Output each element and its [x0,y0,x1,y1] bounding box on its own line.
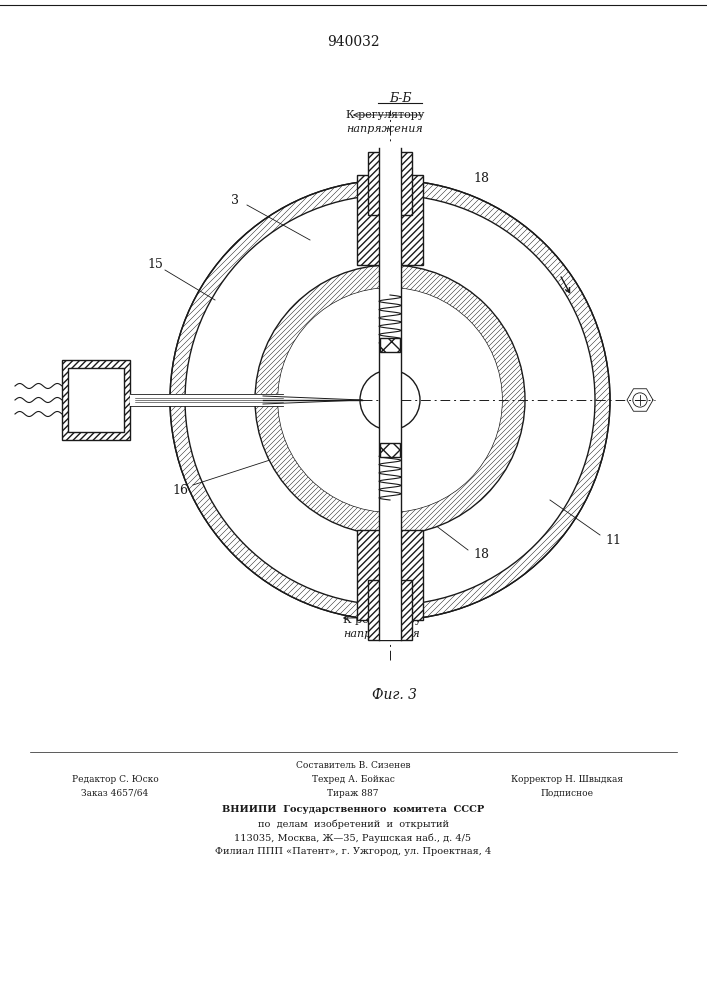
Text: 19: 19 [442,398,458,412]
Text: 19: 19 [442,334,458,347]
Text: Филиал ППП «Патент», г. Ужгород, ул. Проектная, 4: Филиал ППП «Патент», г. Ужгород, ул. Про… [215,848,491,856]
Text: 15: 15 [147,258,163,271]
Bar [383,148,397,275]
Bar [380,443,400,457]
Circle shape [360,370,420,430]
Bar [130,394,283,406]
Text: Фиг. 3: Фиг. 3 [373,688,418,702]
Text: Составитель В. Сизенев: Составитель В. Сизенев [296,760,410,770]
Circle shape [185,195,595,605]
Text: 11: 11 [605,534,621,546]
Bar [379,145,401,640]
Bar [368,580,412,640]
Text: напряжения: напряжения [346,124,423,134]
Text: Техред А. Бойкас: Техред А. Бойкас [312,776,395,784]
Text: К регулятору: К регулятору [343,615,421,625]
Text: Тираж 887: Тираж 887 [327,788,379,798]
Text: 3: 3 [231,194,239,207]
Bar [357,175,423,265]
Circle shape [278,288,502,512]
Bar [357,530,423,620]
Bar [68,368,124,432]
Bar [368,152,412,215]
Text: Б-Б: Б-Б [389,92,411,104]
Text: напряжения: напряжения [344,629,421,639]
Text: Заказ 4657/64: Заказ 4657/64 [81,788,148,798]
Text: Корректор Н. Швыдкая: Корректор Н. Швыдкая [511,776,623,784]
Bar [380,338,400,352]
Text: Редактор С. Юско: Редактор С. Юско [71,776,158,784]
Text: 18: 18 [473,548,489,562]
Text: 940032: 940032 [327,35,380,49]
Circle shape [255,265,525,535]
Text: Подписное: Подписное [540,788,593,798]
Bar [383,525,397,620]
Text: 16: 16 [172,484,188,496]
Text: 113035, Москва, Ж—35, Раушская наб., д. 4/5: 113035, Москва, Ж—35, Раушская наб., д. … [235,833,472,843]
Text: 18: 18 [473,172,489,184]
Text: по  делам  изобретений  и  открытий: по делам изобретений и открытий [257,819,448,829]
Circle shape [170,180,610,620]
Text: К регулятору: К регулятору [346,110,424,120]
Bar [383,525,397,620]
Bar [383,148,397,275]
Text: ВНИИПИ  Государственного  комитета  СССР: ВНИИПИ Государственного комитета СССР [222,806,484,814]
Bar [62,360,130,440]
